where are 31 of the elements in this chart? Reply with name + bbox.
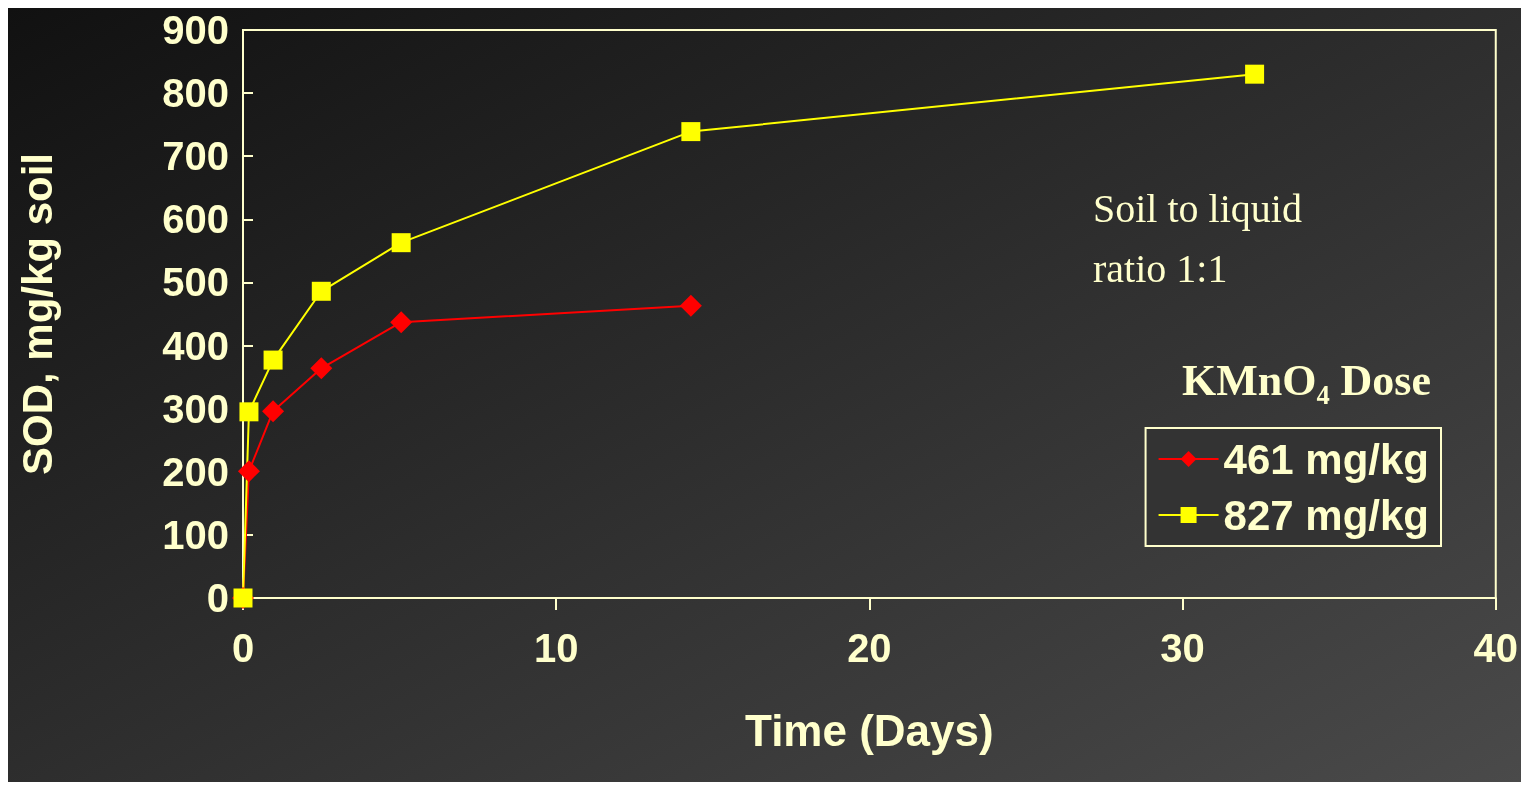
legend-label: 461 mg/kg	[1223, 435, 1430, 483]
legend-title: KMnO₄ Dose	[1181, 355, 1432, 405]
point	[390, 311, 413, 334]
x-tick-label: 10	[533, 626, 579, 670]
point	[679, 294, 702, 317]
y-tick-label: 600	[162, 197, 229, 242]
y-tick-label: 700	[162, 134, 229, 179]
point	[1245, 64, 1265, 84]
y-tick-label: 300	[162, 386, 229, 431]
y-tick-label: 200	[162, 449, 229, 494]
y-tick-label: 800	[162, 71, 229, 116]
y-tick-label: 500	[162, 260, 229, 305]
legend-label: 827 mg/kg	[1223, 491, 1430, 539]
y-tick-label: 0	[206, 576, 229, 620]
point	[311, 281, 331, 301]
point	[237, 460, 260, 483]
point	[681, 122, 701, 142]
point	[262, 400, 285, 423]
annotation: Soil to liquid ratio 1:1	[1093, 185, 1312, 291]
x-tick-label: 30	[1160, 626, 1205, 670]
x-axis-title: Time (Days)	[745, 705, 994, 755]
point	[310, 357, 333, 380]
y-axis-title: SOD, mg/kg soil	[13, 152, 61, 476]
x-tick-label: 20	[847, 626, 892, 670]
point	[391, 233, 411, 253]
x-tick-label: 40	[1473, 626, 1518, 670]
y-tick-label: 900	[162, 8, 229, 52]
point	[263, 350, 283, 370]
point	[239, 402, 259, 422]
y-tick-label: 100	[162, 512, 229, 557]
y-tick-label: 400	[162, 323, 229, 368]
